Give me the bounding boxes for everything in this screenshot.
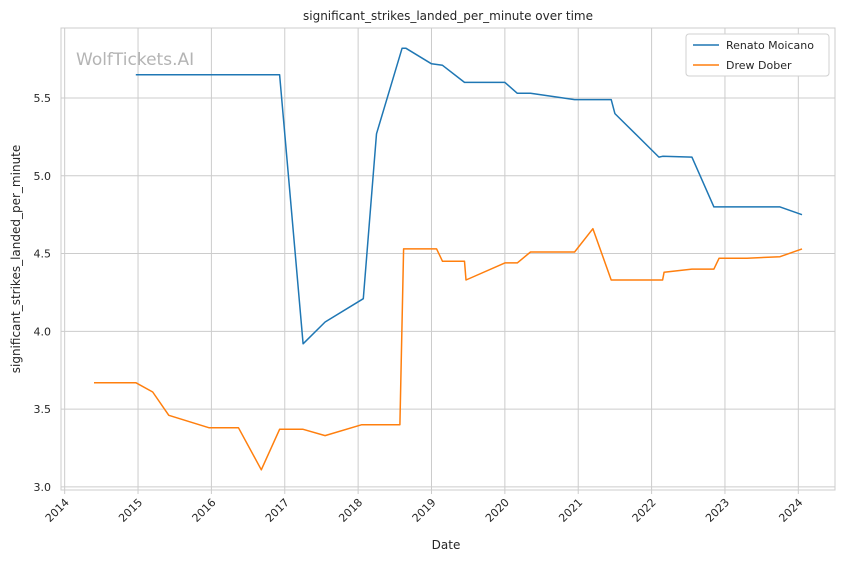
legend-box [685,33,830,77]
y-axis-ticks: 3.0 3.5 4.0 4.5 5.0 5.5 [34,92,52,494]
y-tick-label: 4.5 [34,248,52,261]
plot-area [60,27,836,491]
watermark: WolfTickets.AI [76,50,194,70]
legend-label-drew-dober: Drew Dober [726,59,792,72]
series-line-renato-moicano [135,47,803,345]
y-tick-label: 5.0 [34,170,52,183]
legend: Renato Moicano Drew Dober [685,33,830,77]
grid [61,28,835,490]
y-tick-label: 4.0 [34,325,52,338]
series-line-drew-dober [94,227,803,471]
series-lines [94,47,803,471]
legend-label-renato-moicano: Renato Moicano [726,39,814,52]
x-axis-label: Date [432,538,461,552]
y-tick-label: 3.5 [34,403,52,416]
y-axis-label: significant_strikes_landed_per_minute [9,145,23,374]
y-tick-label: 5.5 [34,92,52,105]
chart-title: significant_strikes_landed_per_minute ov… [303,9,593,23]
y-tick-label: 3.0 [34,481,52,494]
